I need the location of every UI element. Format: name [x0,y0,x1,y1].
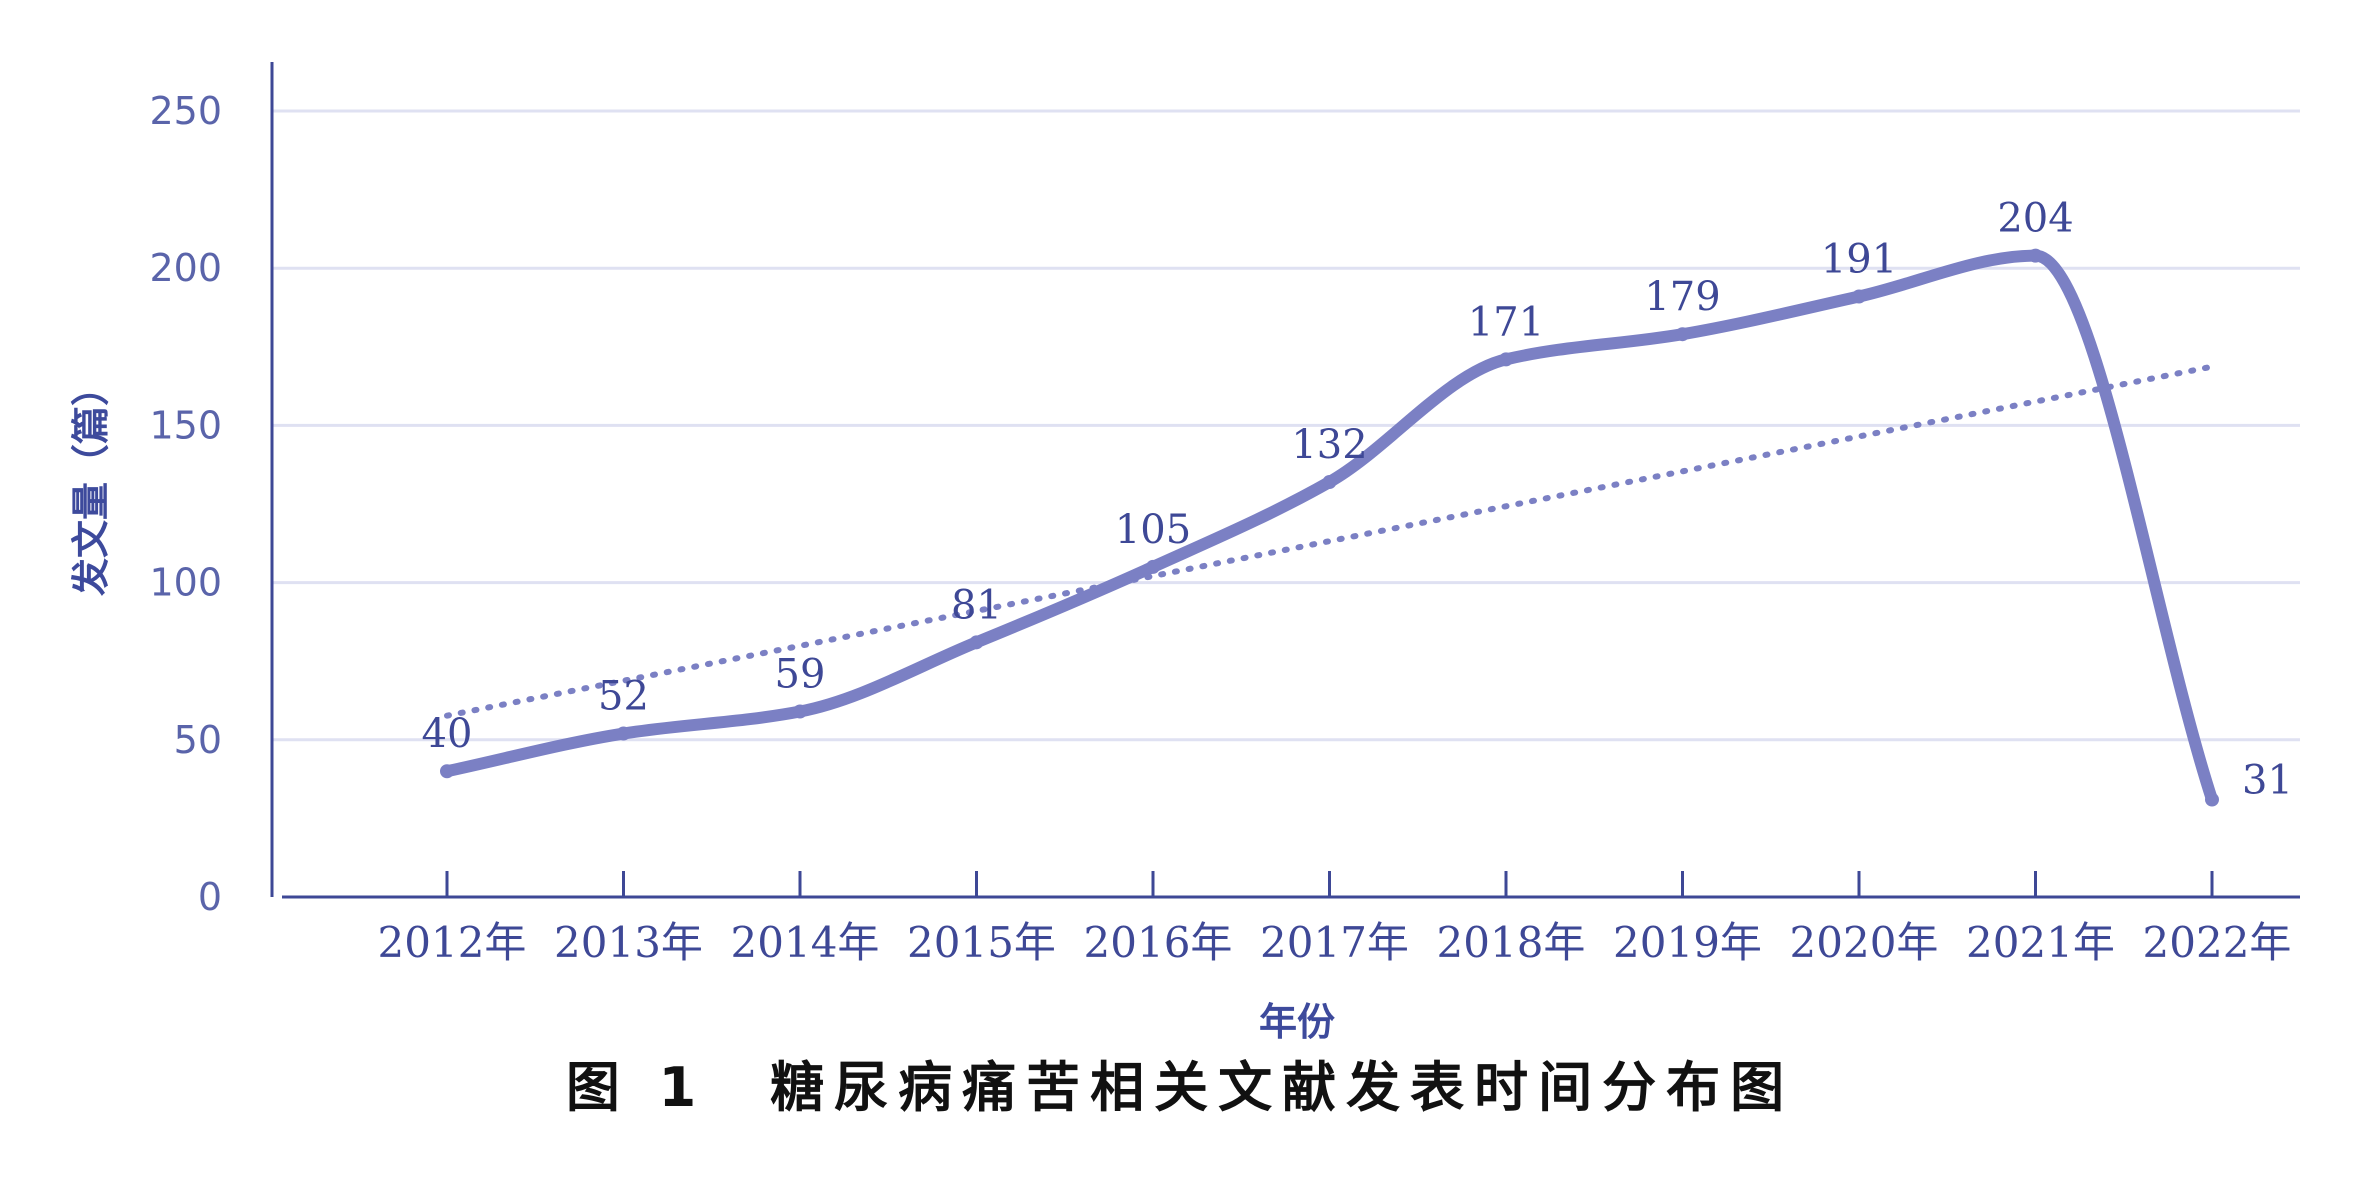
y-tick-label: 250 [149,89,222,133]
data-label: 204 [1997,196,2073,242]
y-tick-label: 100 [149,561,222,605]
y-tick-label: 50 [174,718,222,762]
data-label: 132 [1291,422,1367,468]
x-tick-label: 2017年 [1260,918,1409,967]
data-point [1675,327,1690,342]
x-axis-title: 年份 [1259,1000,1335,1044]
data-point [2205,792,2219,807]
data-point [2028,248,2043,263]
series-layer [440,248,2219,807]
x-tick-label: 2015年 [907,918,1056,967]
axes [270,62,2300,899]
series-line [441,249,2218,806]
x-tick-label: 2012年 [378,918,527,967]
data-labels: 40 52 59 81 105 132 171 179 191 204 31 [422,196,2293,804]
data-label: 179 [1644,274,1720,320]
data-point [1146,559,1160,574]
data-point [440,764,454,779]
x-tick-label: 2020年 [1790,918,1939,967]
y-tick-label: 200 [149,246,222,290]
data-label: 31 [2242,758,2293,804]
data-point [616,726,631,741]
data-label: 191 [1821,236,1897,282]
grid-lines [272,109,2300,742]
data-label: 59 [775,652,826,698]
figure-caption: 图 1 糖尿病痛苦相关文献发表时间分布图 [566,1056,1794,1119]
x-tick-label: 2014年 [731,918,880,967]
x-tick-label: 2022年 [2143,918,2292,967]
trendline-layer [444,363,2215,719]
y-tick-label: 150 [149,403,222,447]
data-point [1322,474,1337,489]
x-tick-label: 2013年 [554,918,703,967]
data-point [1852,289,1866,304]
data-point [1499,352,1513,367]
data-label: 40 [422,711,473,757]
y-tick-label: 0 [198,875,222,919]
data-label: 171 [1468,299,1544,345]
data-label: 81 [951,582,1002,628]
y-tick-labels: 0 50 100 150 200 250 [149,89,222,919]
trendline [444,363,2215,719]
x-tick-label: 2021年 [1966,918,2115,967]
data-label: 105 [1115,507,1191,553]
x-tick-labels: 2012年 2013年 2014年 2015年 2016年 2017年 2018年 2019年… [378,871,2292,967]
data-label: 52 [598,674,649,720]
x-tick-label: 2018年 [1437,918,1586,967]
data-point [969,635,984,650]
y-axis-title: 发文量（篇） [69,368,113,596]
data-point [793,704,807,719]
x-tick-label: 2019年 [1613,918,1762,967]
x-tick-label: 2016年 [1084,918,1233,967]
